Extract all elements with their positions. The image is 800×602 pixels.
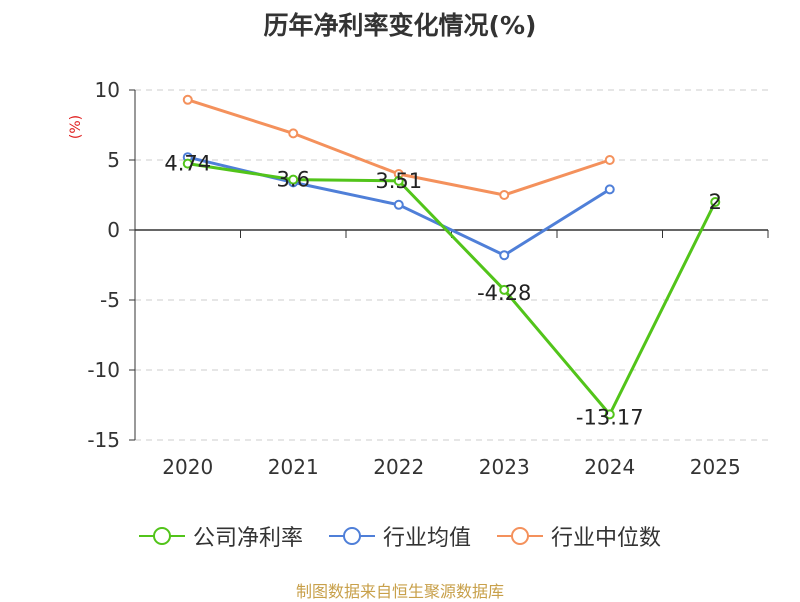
- x-tick-label: 2020: [162, 455, 213, 479]
- legend-item-company[interactable]: 公司净利率: [138, 520, 303, 552]
- data-label: -4.28: [477, 281, 531, 305]
- y-tick-label: 0: [107, 218, 120, 242]
- grid-lines: [135, 89, 768, 441]
- legend-label: 公司净利率: [192, 526, 303, 551]
- series-lines: [182, 94, 721, 420]
- y-tick-label: -5: [100, 288, 120, 312]
- axes: 10 5 0 -5 -10 -15 (%) 2020 2021 2022 2023 2024 2025: [68, 78, 769, 479]
- y-tick-label: -15: [87, 428, 120, 452]
- data-point: [499, 250, 510, 261]
- data-label: 4.74: [164, 152, 211, 176]
- data-point: [393, 199, 404, 210]
- y-tick-label: 5: [107, 148, 120, 172]
- data-source-note: 制图数据来自恒生聚源数据库: [295, 582, 504, 601]
- x-tick-label: 2024: [584, 455, 635, 479]
- chart-title: 历年净利率变化情况(%): [263, 11, 537, 40]
- legend-item-industry-average[interactable]: 行业均值: [328, 520, 471, 552]
- legend-line-circle-icon: [497, 527, 543, 545]
- legend-label: 行业中位数: [551, 526, 662, 551]
- data-point: [499, 284, 510, 295]
- data-point: [182, 158, 193, 169]
- x-tick-label: 2025: [690, 455, 741, 479]
- legend: 公司净利率 行业均值 行业中位数: [0, 520, 800, 552]
- y-tick-label: -10: [87, 358, 120, 382]
- data-point: [604, 155, 615, 165]
- data-point: [393, 175, 404, 186]
- legend-line-circle-icon: [328, 527, 375, 545]
- x-tick-label: 2021: [268, 455, 319, 479]
- data-label: -13.17: [576, 405, 644, 429]
- y-axis-unit-label: (%): [68, 115, 84, 139]
- x-tick-label: 2023: [479, 455, 530, 479]
- data-point: [288, 174, 299, 185]
- data-label: 3.51: [375, 169, 422, 193]
- data-point: [710, 197, 721, 207]
- data-point: [499, 190, 510, 200]
- series-line: [187, 162, 717, 416]
- legend-item-industry-median[interactable]: 行业中位数: [497, 520, 661, 552]
- legend-label: 行业均值: [382, 526, 471, 551]
- legend-line-circle-icon: [138, 527, 185, 545]
- x-tick-label: 2022: [373, 455, 424, 479]
- data-point: [288, 128, 299, 139]
- data-label: 2: [709, 190, 722, 214]
- data-label: 3.6: [277, 168, 310, 192]
- data-point: [182, 94, 193, 105]
- data-labels: 4.74 3.6 3.51 -4.28 -13.17 2: [164, 152, 722, 430]
- y-tick-label: 10: [95, 78, 120, 102]
- data-point: [604, 409, 615, 420]
- data-point: [604, 184, 615, 195]
